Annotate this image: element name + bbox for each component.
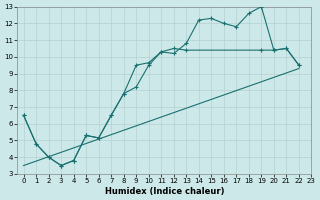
- X-axis label: Humidex (Indice chaleur): Humidex (Indice chaleur): [105, 187, 224, 196]
